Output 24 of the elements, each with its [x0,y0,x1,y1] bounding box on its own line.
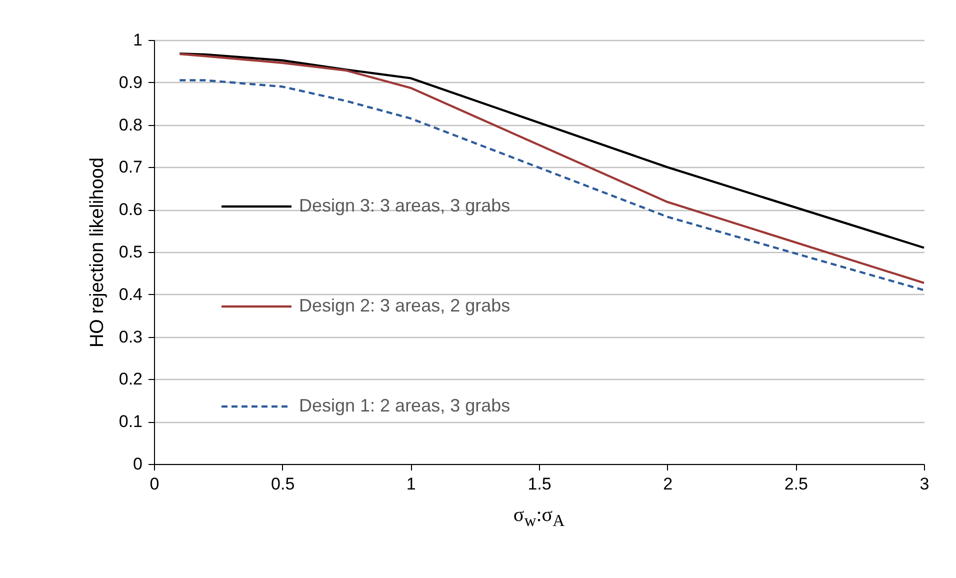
y-tick-label: 0.9 [118,72,142,92]
x-tick-label: 3 [920,474,930,494]
y-tick-label: 0.6 [118,200,142,220]
line-series [178,52,926,249]
y-axis-title: HO rejection likelihood [86,157,108,348]
x-tick-label: 2.5 [784,474,808,494]
x-tick-label: 0.5 [271,474,295,494]
y-tick-label: 0.1 [118,412,142,432]
legend-label: Design 3: 3 areas, 3 grabs [299,196,510,216]
y-tick-label: 0.7 [118,158,142,177]
x-tick-label: 2 [663,474,673,494]
x-tick-label: 0 [150,474,160,494]
y-tick-label: 0.3 [118,327,142,346]
legend-label: Design 1: 2 areas, 3 grabs [299,396,510,416]
y-tick-label: 0 [133,454,142,474]
legend-label: Design 2: 3 areas, 2 grabs [299,296,510,316]
y-tick-label: 0.4 [118,284,142,304]
y-tick-label: 1 [133,30,142,50]
y-tick-label: 0.2 [118,370,142,389]
x-tick-label: 1 [406,474,416,494]
y-tick-label: 0.8 [118,115,142,134]
x-axis-title: σ$_{w}$:σ$_{A}$ [512,504,566,531]
x-tick-label: 1.5 [528,474,552,494]
y-tick-label: 0.5 [118,242,142,262]
